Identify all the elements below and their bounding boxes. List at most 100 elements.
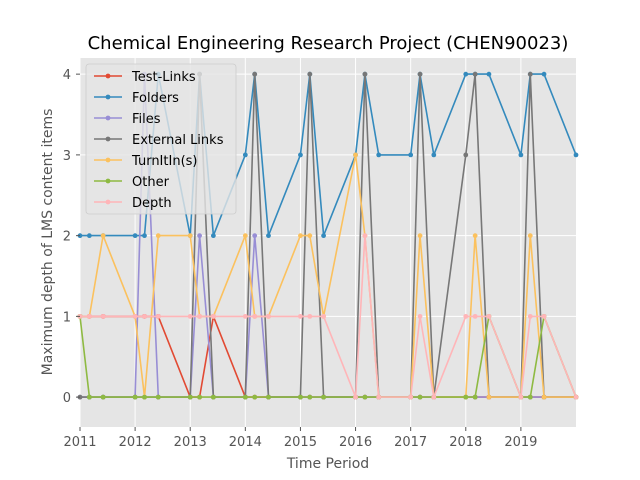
y-tick-label: 1 [63,310,71,325]
data-point [252,394,258,400]
data-point [431,152,437,158]
data-point [307,71,313,77]
series-line [79,315,577,398]
data-point [242,313,248,319]
data-point [142,233,147,239]
data-point [298,394,303,400]
data-point [541,71,547,77]
legend-marker [105,115,111,121]
data-point [187,394,193,400]
data-point [86,313,92,319]
data-point [417,394,423,400]
legend-marker [105,178,111,184]
data-point [210,394,216,400]
data-point [417,313,423,319]
data-point [321,313,326,319]
data-point [307,313,313,319]
data-point [142,313,147,319]
data-point [155,313,161,319]
data-point [307,394,313,400]
y-axis-label: Maximum depth of LMS content items [40,109,56,376]
data-point [463,152,469,158]
data-point [197,313,202,319]
data-point [187,233,193,239]
x-tick-label: 2016 [339,435,372,450]
x-tick-label: 2011 [63,435,96,450]
legend-label: Files [132,112,161,127]
data-point [298,313,303,319]
data-point [573,152,579,158]
data-point [463,71,469,77]
data-point [252,71,258,77]
data-point [518,394,524,400]
data-point [142,394,147,400]
series-line [80,234,577,398]
data-point [541,394,547,400]
data-point [242,233,248,239]
legend-marker [105,199,111,205]
legend-label: Other [132,175,170,190]
data-point [417,71,423,77]
data-point [472,71,478,77]
data-point [100,233,106,239]
data-point [100,313,106,319]
x-tick-label: 2019 [504,435,537,450]
data-point [197,233,202,239]
data-point [298,233,303,239]
data-point [266,394,271,400]
data-point [298,152,303,158]
legend-marker [105,94,111,100]
data-point [463,313,469,319]
data-point [541,313,547,319]
data-point [197,394,202,400]
y-axis: 0 1 2 3 4 [63,68,80,406]
series-depth [77,233,579,400]
data-point [252,233,258,239]
data-point [573,394,579,400]
data-point [252,313,258,319]
data-point [527,394,533,400]
legend-label: Folders [132,91,179,106]
x-tick-label: 2018 [449,435,482,450]
data-point [210,313,216,319]
data-point [86,394,92,400]
data-point [362,71,368,77]
x-tick-label: 2017 [394,435,427,450]
data-point [187,313,193,319]
data-point [132,313,138,319]
data-point [266,233,271,239]
legend-label: Test-Links [131,70,196,85]
data-point [321,233,326,239]
x-tick-label: 2012 [119,435,152,450]
y-tick-label: 4 [63,68,71,83]
data-point [86,233,92,239]
data-point [486,394,492,400]
data-point [527,71,533,77]
data-point [155,394,161,400]
y-tick-label: 2 [63,230,71,245]
data-point [353,394,358,400]
data-point [155,233,161,239]
data-point [376,152,382,158]
data-point [472,233,478,239]
data-point [472,394,478,400]
data-point [100,394,106,400]
data-point [307,233,313,239]
x-tick-label: 2015 [284,435,317,450]
data-point [518,152,524,158]
legend-marker [105,73,111,79]
data-point [417,233,423,239]
legend-marker [105,136,111,142]
data-point [463,394,469,400]
legend-label: External Links [132,133,224,148]
data-point [486,313,492,319]
legend-box [85,63,237,215]
data-point [353,152,358,158]
data-point [132,394,138,400]
data-point [527,313,533,319]
data-point [431,394,437,400]
data-point [210,233,216,239]
x-tick-label: 2013 [174,435,207,450]
data-point [321,394,326,400]
